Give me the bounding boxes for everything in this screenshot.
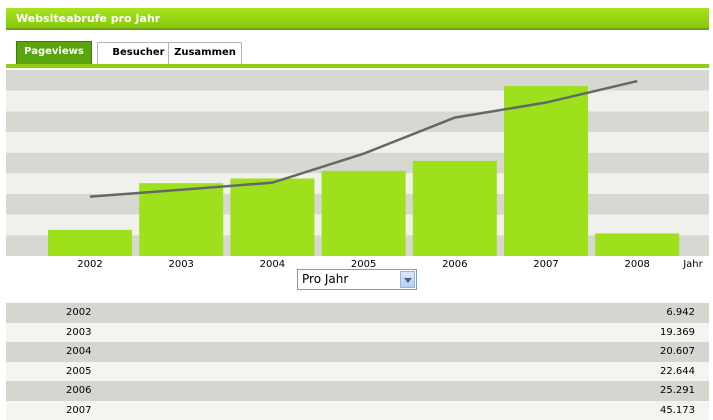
row-value: 6.942 xyxy=(666,307,695,318)
grid-stripe xyxy=(6,91,709,112)
row-year: 2005 xyxy=(66,366,91,377)
bar-2007 xyxy=(504,86,588,256)
row-year: 2004 xyxy=(66,346,91,357)
x-tick-label: 2003 xyxy=(168,259,193,270)
bar-2004 xyxy=(230,178,314,256)
bar-2003 xyxy=(139,183,223,256)
table-row: 2005 22.644 xyxy=(6,362,709,382)
x-tick-label: 2004 xyxy=(260,259,285,270)
x-tick-label: 2007 xyxy=(533,259,558,270)
x-tick-label: 2002 xyxy=(77,259,102,270)
x-tick-label: 2006 xyxy=(442,259,467,270)
period-select[interactable]: Pro Jahr xyxy=(297,269,417,290)
grid-stripe xyxy=(6,70,709,91)
bar-2002 xyxy=(48,230,132,256)
row-value: 19.369 xyxy=(660,327,695,338)
x-tick-label: 2008 xyxy=(624,259,649,270)
period-select-value: Pro Jahr xyxy=(302,272,348,286)
tab-underline xyxy=(6,64,709,68)
row-year: 2002 xyxy=(66,307,91,318)
row-year: 2003 xyxy=(66,327,91,338)
table-row: 2007 45.173 xyxy=(6,401,709,420)
row-value: 22.644 xyxy=(660,366,695,377)
row-value: 20.607 xyxy=(660,346,695,357)
grid-stripe xyxy=(6,111,709,132)
chevron-down-icon[interactable] xyxy=(400,271,415,288)
table-row: 2002 6.942 xyxy=(6,303,709,323)
row-year: 2007 xyxy=(66,405,91,416)
x-axis-label: Jahr xyxy=(682,259,703,270)
tab-pageviews[interactable]: Pageviews xyxy=(16,41,92,65)
panel-title: Websiteabrufe pro Jahr xyxy=(16,12,160,25)
panel-titlebar: Websiteabrufe pro Jahr xyxy=(6,8,709,30)
bar-2006 xyxy=(413,161,497,256)
bar-2008 xyxy=(595,233,679,256)
bar-2005 xyxy=(322,171,406,256)
table-row: 2003 19.369 xyxy=(6,323,709,343)
row-value: 45.173 xyxy=(660,405,695,416)
row-value: 25.291 xyxy=(660,385,695,396)
row-year: 2006 xyxy=(66,385,91,396)
grid-stripe xyxy=(6,132,709,153)
table-row: 2006 25.291 xyxy=(6,381,709,401)
table-row: 2004 20.607 xyxy=(6,342,709,362)
tab-zusammen[interactable]: Zusammen xyxy=(168,42,242,64)
